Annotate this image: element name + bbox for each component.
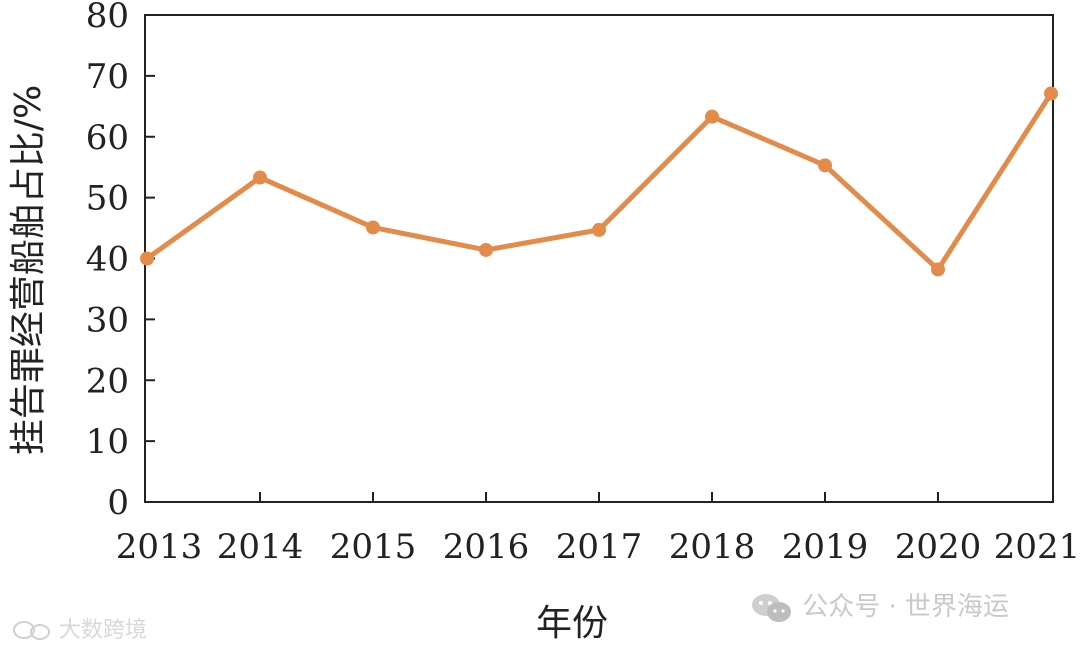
data-point [705, 109, 719, 124]
plot-frame [144, 14, 1054, 503]
series-group [140, 86, 1058, 277]
x-axis-title: 年份 [536, 603, 608, 644]
y-tick-label: 60 [86, 118, 129, 158]
y-tick-labels: 0 10 20 30 40 50 60 70 80 [86, 0, 129, 523]
wechat-icon [752, 593, 791, 622]
watermark-left: 大数跨境 [12, 612, 147, 644]
x-tick-label: 2014 [217, 527, 304, 567]
data-point [592, 222, 606, 237]
y-tick-label: 10 [86, 422, 129, 462]
x-tick-label: 2016 [443, 527, 530, 567]
chat-bubble-icon [13, 621, 50, 640]
watermark-right-text: 公众号 · 世界海运 [802, 592, 1010, 622]
x-tick-label: 2018 [669, 527, 756, 567]
x-tick-label: 2017 [556, 527, 643, 567]
x-tick-label: 2015 [330, 527, 417, 567]
y-axis-title: 挂告罪经营船舶占比/% [8, 85, 49, 455]
series-line [144, 91, 1054, 272]
data-point [366, 220, 380, 235]
data-point [818, 158, 832, 173]
x-tick-labels: 2013 2014 2015 2016 2017 2018 2019 2020 2021 [116, 527, 1080, 567]
x-tick-label: 2019 [782, 527, 869, 567]
y-tick-label: 80 [86, 0, 129, 36]
data-point [479, 242, 493, 257]
x-tick-label: 2013 [116, 527, 203, 567]
y-tick-label: 20 [86, 361, 129, 401]
y-tick-label: 0 [107, 483, 129, 523]
tick-marks [145, 74, 939, 502]
watermark-left-text: 大数跨境 [59, 618, 148, 643]
y-tick-label: 40 [86, 240, 129, 280]
y-tick-label: 50 [86, 179, 129, 219]
data-point [1044, 86, 1058, 101]
y-tick-label: 70 [86, 57, 129, 97]
y-tick-label: 30 [86, 300, 129, 340]
x-tick-label: 2020 [895, 527, 982, 567]
data-point [140, 251, 154, 266]
data-point [253, 170, 267, 185]
x-tick-label: 2021 [994, 527, 1080, 567]
watermark-right: 公众号 · 世界海运 [750, 586, 1009, 625]
data-point [931, 262, 945, 277]
